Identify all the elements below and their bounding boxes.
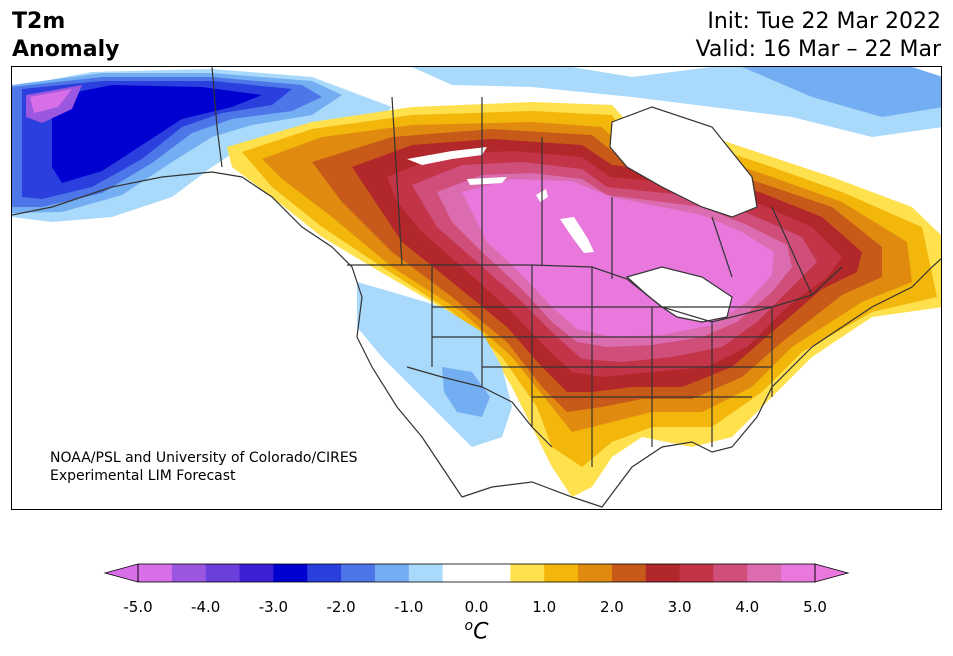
init-date: Init: Tue 22 Mar 2022 bbox=[707, 9, 941, 34]
alaska-border bbox=[211, 67, 223, 168]
lake-winnipeg bbox=[560, 217, 594, 253]
colorbar-tick-labels: -5.0 -4.0 -3.0 -2.0 -1.0 0.0 1.0 2.0 3.0 4.0 5.0 bbox=[0, 598, 953, 618]
warm-anomaly-main bbox=[227, 102, 941, 497]
coastline-gulf bbox=[461, 346, 813, 508]
colorbar-tick-label: 3.0 bbox=[667, 598, 692, 616]
credit-text: NOAA/PSL and University of Colorado/CIRE… bbox=[50, 449, 358, 485]
valid-range: Valid: 16 Mar – 22 Mar bbox=[695, 37, 941, 62]
title-line-1: T2m bbox=[12, 9, 66, 34]
lake-great-slave bbox=[467, 177, 507, 185]
great-lakes bbox=[627, 267, 732, 322]
cool-band-5 bbox=[52, 85, 262, 183]
cold-anomaly-alaska bbox=[12, 69, 392, 222]
colorbar-cell bbox=[239, 564, 274, 582]
colorbar-tick-label: 2.0 bbox=[599, 598, 624, 616]
colorbar-cell bbox=[747, 564, 782, 582]
coastline-west bbox=[12, 171, 463, 498]
us-mexico-border bbox=[406, 366, 553, 448]
colorbar-tick-label: -4.0 bbox=[191, 598, 221, 616]
colorbar-cell bbox=[442, 564, 477, 582]
colorbar-extend-low bbox=[103, 563, 139, 583]
anomaly-map: NOAA/PSL and University of Colorado/CIRE… bbox=[11, 66, 942, 510]
province-lines bbox=[391, 96, 813, 296]
hudson-bay-coast bbox=[609, 106, 758, 218]
colorbar-cell bbox=[307, 564, 342, 582]
colorbar-cell bbox=[679, 564, 714, 582]
state-lines bbox=[431, 265, 773, 467]
colorbar-cells bbox=[138, 564, 816, 582]
colorbar-cell bbox=[374, 564, 410, 582]
colorbar-cell bbox=[713, 564, 748, 582]
lake-great-bear bbox=[407, 147, 487, 165]
colorbar-tick-label: -1.0 bbox=[394, 598, 424, 616]
colorbar-cell bbox=[544, 564, 579, 582]
colorbar-tick-label: -3.0 bbox=[258, 598, 289, 616]
colorbar-cell bbox=[171, 564, 207, 582]
title-line-2: Anomaly bbox=[12, 37, 120, 62]
colorbar-outline bbox=[137, 563, 816, 583]
cool-band-7 bbox=[30, 89, 72, 113]
colorbar-cell bbox=[273, 564, 308, 582]
unit-degree: o bbox=[464, 618, 474, 634]
colorbar-tick-label: -2.0 bbox=[326, 598, 356, 616]
colorbar-tick-label: -5.0 bbox=[123, 598, 153, 616]
map-svg bbox=[12, 67, 941, 508]
credit-line-2: Experimental LIM Forecast bbox=[50, 468, 236, 484]
colorbar-cell bbox=[578, 564, 613, 582]
colorbar-cell bbox=[476, 564, 511, 582]
unit-letter: C bbox=[473, 619, 489, 645]
coastline-east bbox=[811, 258, 941, 348]
colorbar-cell bbox=[408, 564, 444, 582]
lakes bbox=[407, 107, 757, 322]
colorbar-unit: oC bbox=[0, 618, 953, 644]
colorbar-extend-high bbox=[814, 563, 850, 583]
credit-line-1: NOAA/PSL and University of Colorado/CIRE… bbox=[50, 450, 358, 466]
colorbar-cell bbox=[781, 564, 816, 582]
colorbar-tick-label: 4.0 bbox=[735, 598, 760, 616]
colorbar-cell bbox=[138, 564, 173, 582]
colorbar-cell bbox=[205, 564, 241, 582]
map-title: T2m Anomaly bbox=[12, 8, 119, 64]
date-info: Init: Tue 22 Mar 2022 Valid: 16 Mar – 22… bbox=[696, 8, 941, 64]
colorbar bbox=[103, 563, 850, 583]
cool-anomaly-arctic-inner bbox=[742, 67, 941, 117]
great-lakes-coast bbox=[625, 266, 733, 323]
colorbar-cell bbox=[510, 564, 545, 582]
boundaries bbox=[12, 67, 941, 508]
hudson-bay bbox=[610, 107, 757, 217]
colorbar-cell bbox=[645, 564, 681, 582]
colorbar-cell bbox=[341, 564, 376, 582]
colorbar-tick-label: 5.0 bbox=[803, 598, 827, 616]
colorbar-cell bbox=[611, 564, 647, 582]
colorbar-tick-label: 0.0 bbox=[464, 598, 489, 616]
colorbar-tick-label: 1.0 bbox=[532, 598, 557, 616]
